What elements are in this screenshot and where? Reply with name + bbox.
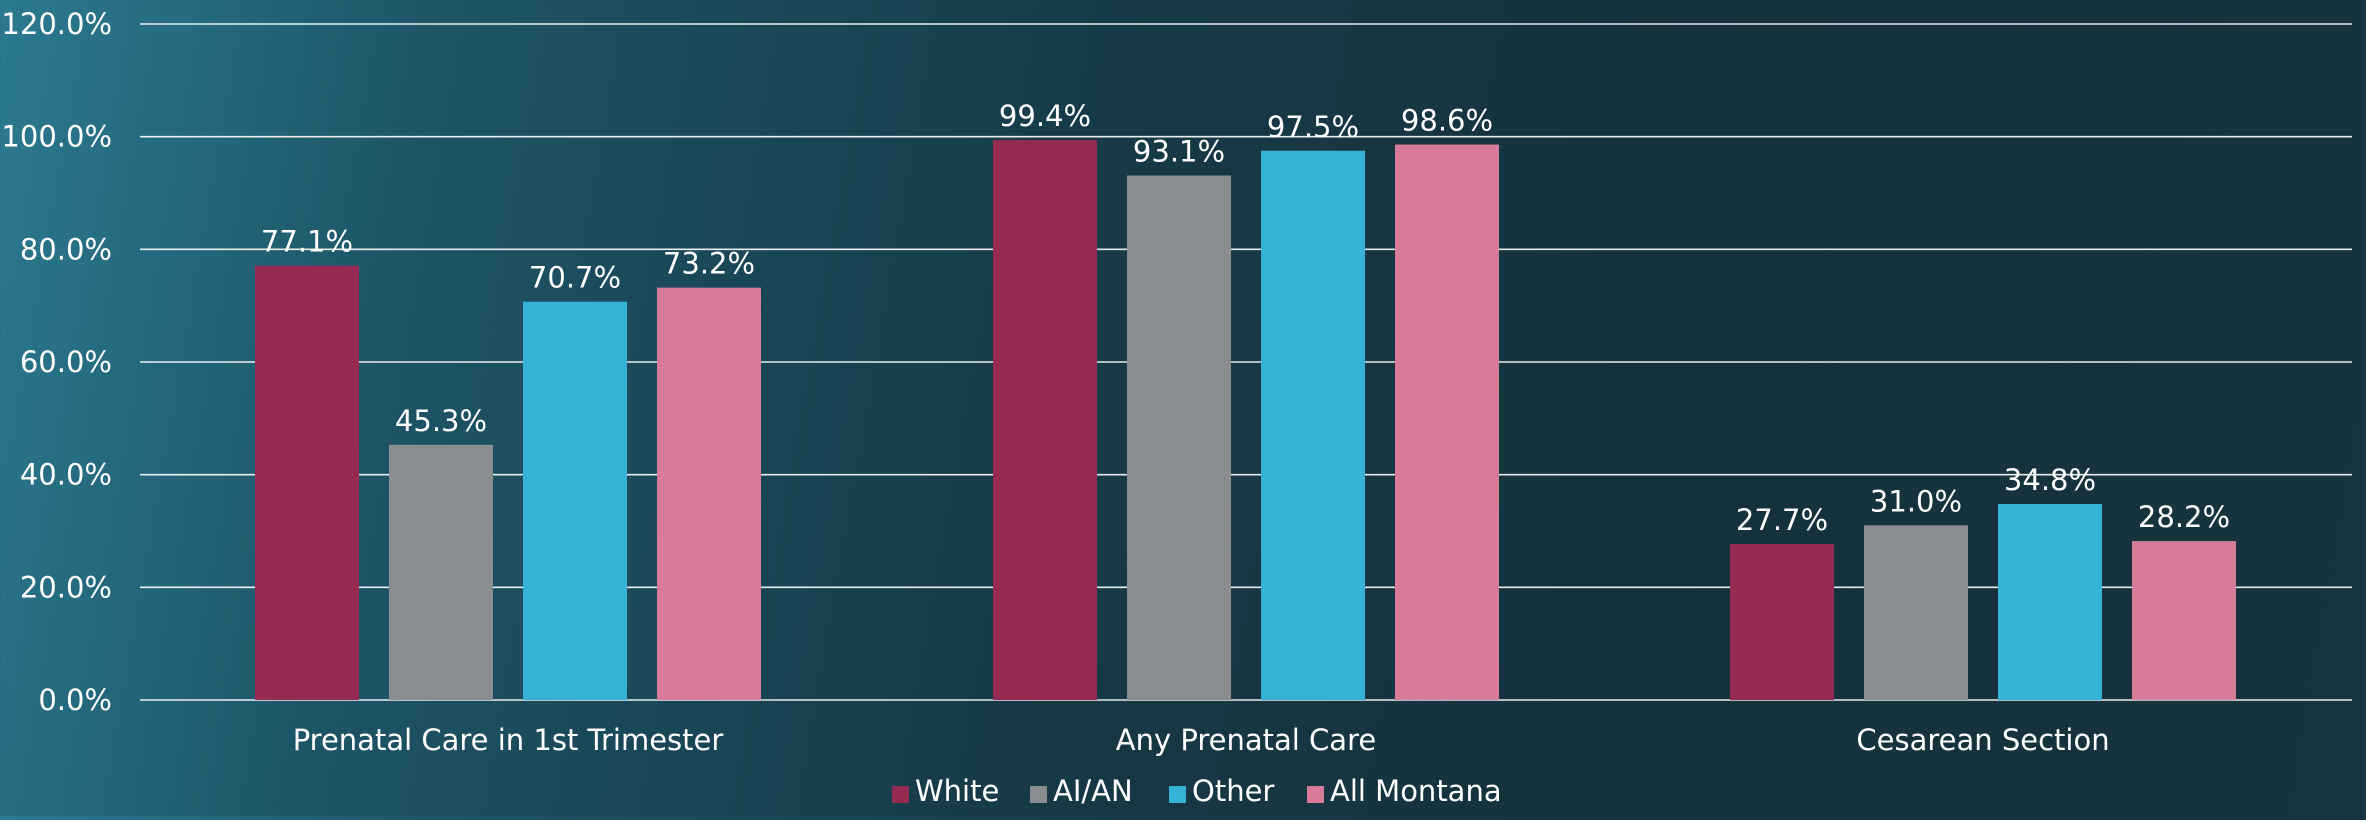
legend-swatch bbox=[892, 786, 909, 803]
y-tick-label: 80.0% bbox=[20, 232, 112, 266]
legend-swatch bbox=[1169, 786, 1186, 803]
y-tick-label: 60.0% bbox=[20, 345, 112, 379]
legend-label: Other bbox=[1192, 774, 1274, 808]
data-label: 28.2% bbox=[2138, 500, 2230, 534]
bar-all-montana bbox=[657, 287, 761, 700]
bar-ai-an bbox=[389, 444, 493, 700]
data-label: 34.8% bbox=[2004, 463, 2096, 497]
legend-label: All Montana bbox=[1330, 774, 1502, 808]
bar-white bbox=[1730, 543, 1834, 700]
y-tick-label: 0.0% bbox=[38, 683, 112, 717]
bars bbox=[255, 140, 2236, 701]
data-label: 99.4% bbox=[999, 99, 1091, 133]
legend-swatch bbox=[1030, 786, 1047, 803]
x-category-label: Any Prenatal Care bbox=[1116, 723, 1376, 757]
x-axis-category-labels: Prenatal Care in 1st Trimester Any Prenat… bbox=[293, 723, 2110, 757]
data-label: 77.1% bbox=[261, 225, 353, 259]
data-label: 98.6% bbox=[1401, 104, 1493, 138]
x-category-label: Cesarean Section bbox=[1856, 723, 2109, 757]
data-label: 93.1% bbox=[1133, 135, 1225, 169]
data-labels: 77.1% 45.3% 70.7% 73.2% 99.4% 93.1% 97.5% 98.6%… bbox=[261, 99, 2230, 537]
bar-white bbox=[255, 265, 359, 700]
gridlines bbox=[140, 23, 2352, 701]
bar-other bbox=[1998, 503, 2102, 700]
legend-label: AI/AN bbox=[1053, 774, 1133, 808]
bar-white bbox=[993, 140, 1097, 701]
bar-ai-an bbox=[1864, 525, 1968, 700]
bar-other bbox=[1261, 150, 1365, 700]
bar-other bbox=[523, 301, 627, 700]
y-axis-tick-labels: 0.0% 20.0% 40.0% 60.0% 80.0% 100.0% 120.0% bbox=[1, 7, 112, 717]
bar-all-montana bbox=[2132, 541, 2236, 700]
data-label: 45.3% bbox=[395, 404, 487, 438]
data-label: 27.7% bbox=[1736, 503, 1828, 537]
legend-label: White bbox=[915, 774, 999, 808]
y-tick-label: 20.0% bbox=[20, 570, 112, 604]
data-label: 70.7% bbox=[529, 261, 621, 295]
data-label: 97.5% bbox=[1267, 110, 1359, 144]
y-tick-label: 40.0% bbox=[20, 458, 112, 492]
bar-ai-an bbox=[1127, 175, 1231, 700]
y-tick-label: 120.0% bbox=[1, 7, 112, 41]
data-label: 31.0% bbox=[1870, 484, 1962, 518]
legend: White AI/AN Other All Montana bbox=[892, 774, 1502, 808]
legend-swatch bbox=[1307, 786, 1324, 803]
x-category-label: Prenatal Care in 1st Trimester bbox=[293, 723, 724, 757]
bar-all-montana bbox=[1395, 144, 1499, 700]
data-label: 73.2% bbox=[663, 247, 755, 281]
y-tick-label: 100.0% bbox=[1, 120, 112, 154]
